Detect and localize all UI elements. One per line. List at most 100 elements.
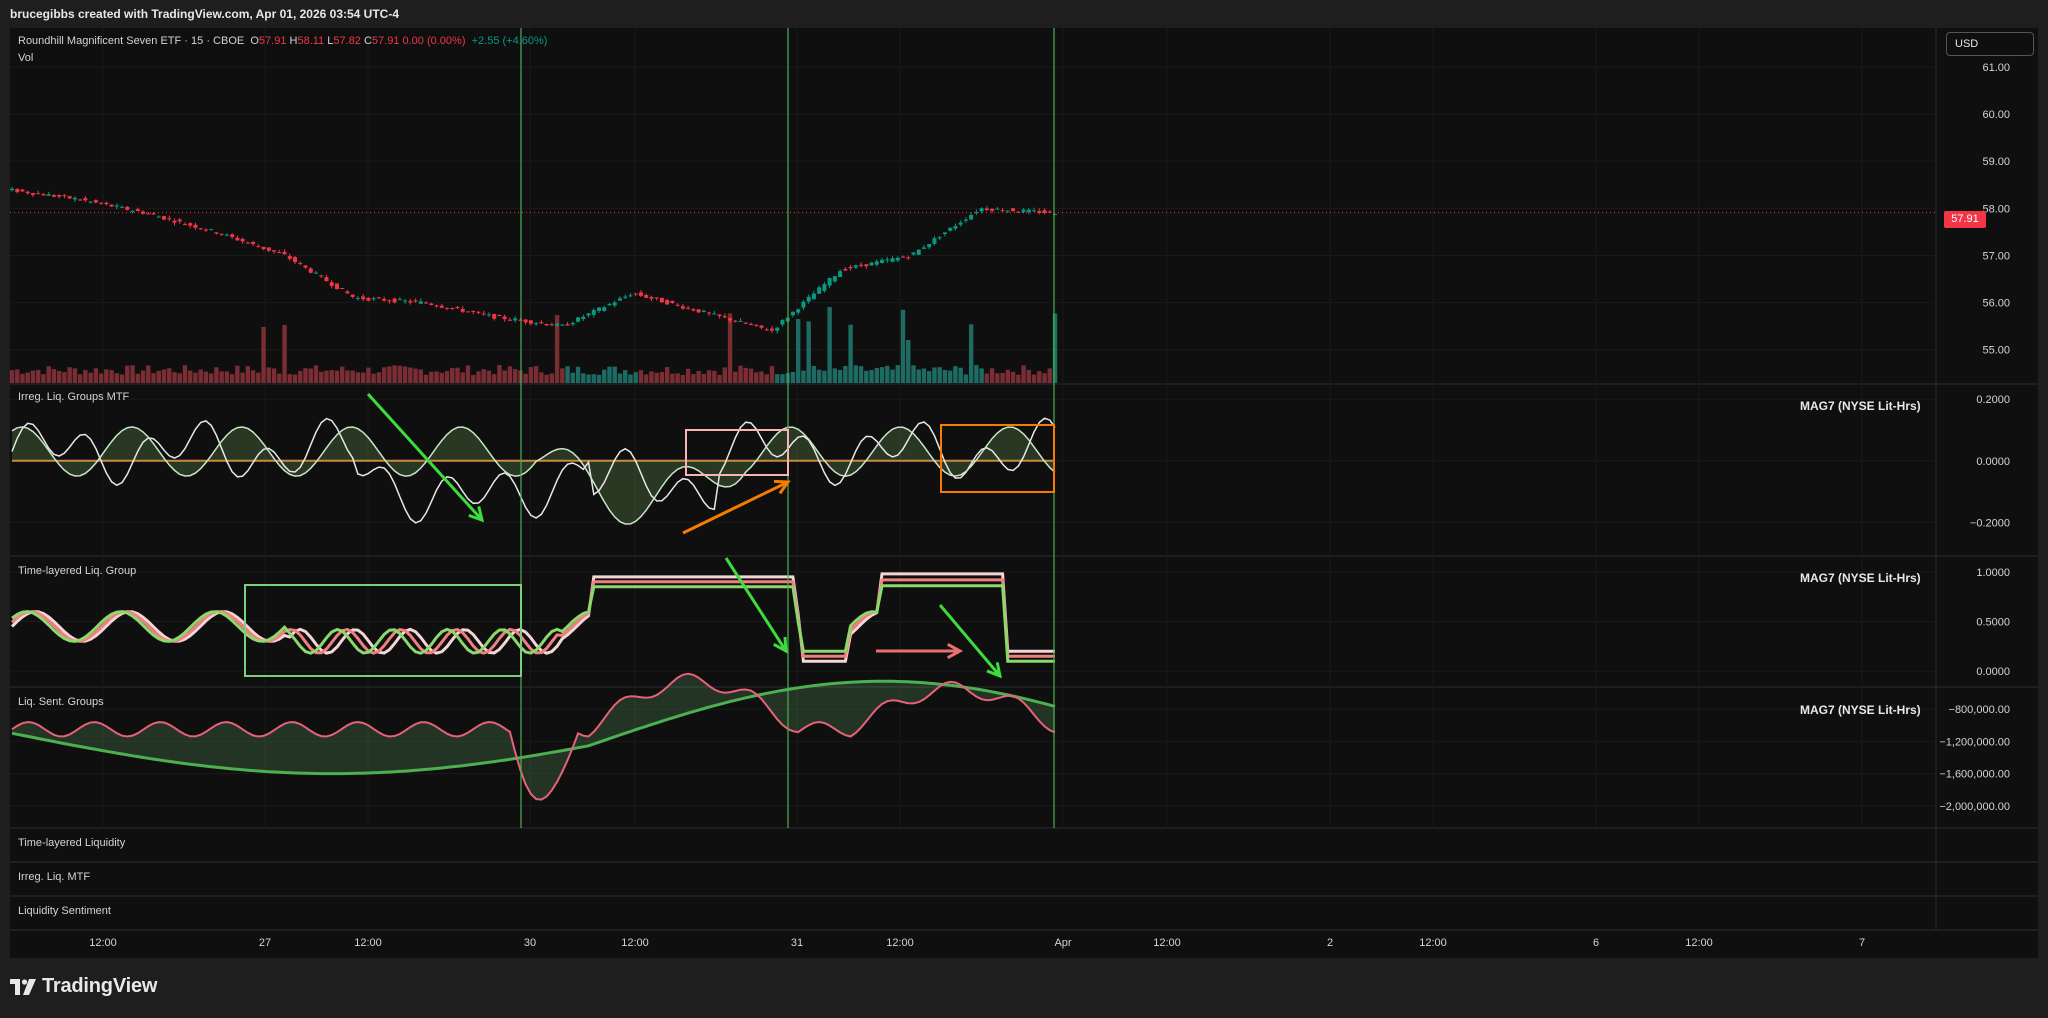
volume-bar [167,368,172,383]
candle-body [355,297,360,299]
volume-bar [906,339,911,383]
volume-bar [570,372,576,383]
candle-body [570,322,575,325]
symbol-label[interactable]: Roundhill Magnificent Seven ETF · 15 · C… [18,35,245,47]
volume-bar [51,369,57,383]
candle-body [633,293,638,295]
volume-bar [455,367,460,383]
candle-body [439,305,444,308]
volume-bar [602,369,607,383]
candle-body [266,247,271,251]
volume-bar [654,372,659,383]
volume-bar [214,367,219,383]
volume-bar [392,365,397,383]
high-value: 58.11 [297,35,325,47]
candle-body [240,238,245,242]
annotation-arrow-red [876,642,964,660]
candle-body [345,291,350,294]
candle-body [654,297,659,299]
candle-body [104,202,109,205]
volume-bar [208,373,214,383]
candle-body [277,252,282,254]
candle-body [623,296,628,298]
time-layered-pane-title[interactable]: Time-layered Liq. Group [18,565,137,577]
candle-body [769,328,774,331]
candle-body [219,233,224,235]
volume-bar [303,368,308,383]
volume-bar [360,372,366,383]
currency-button[interactable]: USD [1946,32,2034,56]
candle-body [198,228,203,230]
volume-bar [298,370,303,383]
candle-body [261,246,266,250]
volume-bar [958,367,963,383]
candle-body [1021,209,1026,212]
candle-body [990,208,995,211]
volume-bar [1010,371,1016,383]
candle-body [114,205,119,207]
sentiment-pane-title[interactable]: Liq. Sent. Groups [18,696,104,708]
volume-bar [769,366,775,383]
y-tick-label: 56.00 [1982,298,2010,310]
candle-body [486,314,491,316]
irreg-pane-title[interactable]: Irreg. Liq. Groups MTF [18,391,130,403]
candle-body [885,259,890,261]
y-tick-label: 0.2000 [1976,394,2010,406]
collapsed-pane-time-layered-liquidity[interactable]: Time-layered Liquidity [18,837,126,849]
y-axis-pane-2: 1.0000 0.5000 0.0000 [10,567,2010,678]
y-tick-label: 59.00 [1982,156,2010,168]
candle-body [518,319,523,321]
volume-bar [114,373,120,383]
candle-body [523,319,528,323]
time-tick-label: 12:00 [621,937,649,949]
volume-bar [434,371,439,383]
volume-label[interactable]: Vol [18,52,34,64]
candle-body [57,195,62,197]
candle-body [445,307,450,309]
y-tick-label: 61.00 [1982,62,2010,74]
footer [0,958,2048,1018]
candle-series [10,186,1057,334]
y-tick-label: −800,000.00 [1949,704,2010,716]
candle-body [497,315,502,317]
volume-bar [670,373,675,383]
volume-bar [308,368,313,383]
candle-body [979,208,984,212]
chart-canvas[interactable]: 12:00 27 12:00 30 12:00 31 12:00 Apr 12:00 2 12:00… [0,0,2048,960]
volume-bar [219,371,224,383]
volume-bar [816,369,822,383]
volume-bar [560,368,565,383]
volume-bar [544,374,549,383]
y-tick-label: 0.0000 [1976,666,2010,678]
candle-body [811,293,816,300]
annotation-box-orange [940,424,1055,493]
candle-body [539,322,544,324]
candle-body [146,213,151,215]
volume-bar [502,370,507,383]
collapsed-pane-liquidity-sentiment[interactable]: Liquidity Sentiment [18,905,111,917]
candle-body [62,195,67,197]
volume-bar [968,324,974,383]
volume-bar [125,365,130,383]
candle-body [963,219,968,221]
candle-body [597,307,602,311]
volume-bar [780,374,785,383]
candle-body [880,259,885,263]
volume-bar [932,367,937,383]
candle-body [895,257,900,261]
candle-body [20,189,25,192]
candle-body [859,264,864,266]
candle-body [371,298,376,300]
tradingview-logo[interactable]: TradingView [10,975,157,998]
volume-bar [229,374,235,383]
sentiment-pane-symbol: MAG7 (NYSE Lit-Hrs) [1800,703,1921,717]
volume-bar [188,370,193,383]
candle-body [376,297,381,299]
candle-body [749,323,754,325]
volume-bar [460,372,465,383]
volume-bar [56,370,62,383]
candle-body [78,199,83,201]
collapsed-pane-irreg-liq-mtf[interactable]: Irreg. Liq. MTF [18,871,91,883]
volume-bar [953,366,958,383]
candle-body [921,247,926,249]
